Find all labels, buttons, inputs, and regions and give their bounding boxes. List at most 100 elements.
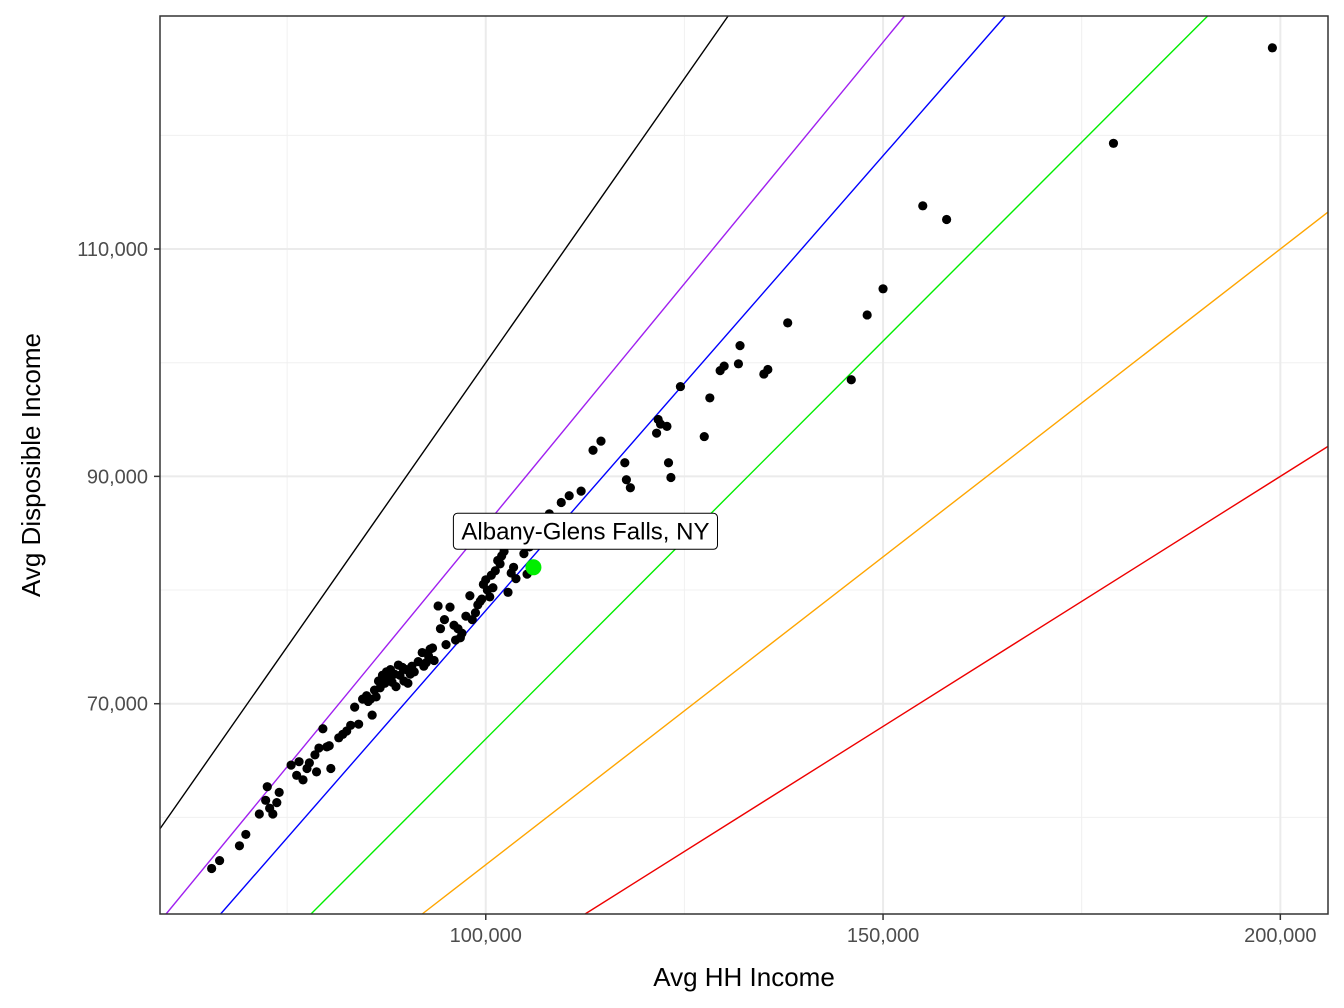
data-point xyxy=(429,655,439,666)
data-point xyxy=(457,628,467,638)
x-tick-label: 200,000 xyxy=(1244,925,1316,947)
data-point xyxy=(719,361,729,371)
data-point xyxy=(311,767,322,777)
data-point xyxy=(511,574,521,584)
data-point xyxy=(262,782,272,792)
data-point xyxy=(439,614,450,625)
x-tick-label: 100,000 xyxy=(450,925,522,947)
data-point xyxy=(519,549,529,559)
data-point xyxy=(346,720,356,730)
plot-panel xyxy=(160,16,1328,914)
data-point xyxy=(508,562,519,572)
data-point xyxy=(783,318,793,328)
data-point xyxy=(350,702,360,712)
data-point xyxy=(391,682,401,692)
data-point xyxy=(445,602,455,612)
reference-line xyxy=(584,445,1329,915)
x-tick-label: 150,000 xyxy=(847,925,919,947)
x-axis-title: Avg HH Income xyxy=(653,962,835,992)
data-point xyxy=(318,724,328,734)
data-point xyxy=(467,614,477,625)
data-point xyxy=(427,643,438,653)
data-point xyxy=(662,421,672,431)
data-point xyxy=(304,758,314,768)
data-point xyxy=(433,601,443,611)
data-point xyxy=(409,667,419,677)
data-point xyxy=(298,775,308,785)
data-point xyxy=(942,214,952,225)
data-point xyxy=(314,743,324,753)
reference-line xyxy=(310,15,1209,915)
reference-line xyxy=(220,15,1006,915)
data-point xyxy=(403,678,413,688)
data-point xyxy=(699,431,709,442)
data-point xyxy=(763,364,773,375)
data-point xyxy=(485,592,495,602)
data-point xyxy=(625,483,635,493)
reference-line xyxy=(159,15,729,830)
data-point xyxy=(663,458,674,468)
data-point xyxy=(666,472,676,483)
y-tick-label: 110,000 xyxy=(77,239,148,261)
data-point xyxy=(477,594,487,604)
data-point xyxy=(286,760,296,770)
x-axis-ticks: 100,000 150,000 200,000 xyxy=(450,914,1316,947)
data-point xyxy=(214,855,225,866)
y-axis-title: Avg Disposible Income xyxy=(16,333,46,597)
data-point xyxy=(274,787,284,797)
reference-lines xyxy=(159,15,1329,915)
data-point xyxy=(254,809,264,819)
reference-line xyxy=(421,211,1329,915)
data-point xyxy=(354,719,364,729)
data-point xyxy=(261,795,271,805)
data-point xyxy=(207,863,217,874)
data-point xyxy=(1267,43,1277,53)
data-point xyxy=(556,497,566,508)
data-point xyxy=(435,624,446,634)
y-tick-label: 70,000 xyxy=(87,694,148,716)
data-point xyxy=(241,829,251,840)
highlight-group: Albany-Glens Falls, NY xyxy=(452,512,718,576)
plot-border xyxy=(159,15,1329,915)
data-point xyxy=(371,692,381,702)
data-point xyxy=(465,591,475,601)
data-points xyxy=(207,43,1277,874)
data-point xyxy=(324,741,334,751)
data-point xyxy=(621,475,632,485)
data-point xyxy=(878,284,888,294)
annotation-box xyxy=(452,512,718,550)
minor-gridlines xyxy=(160,16,1328,914)
data-point xyxy=(918,201,928,211)
data-point xyxy=(310,750,320,760)
data-point xyxy=(596,436,606,446)
data-point xyxy=(735,341,745,351)
data-point xyxy=(326,763,336,774)
data-point xyxy=(862,310,872,320)
data-point xyxy=(675,381,686,392)
data-point xyxy=(651,428,662,438)
data-point xyxy=(292,770,302,780)
data-point xyxy=(294,757,304,767)
data-point xyxy=(503,587,513,597)
data-point xyxy=(441,640,451,650)
data-point xyxy=(495,559,505,569)
data-point xyxy=(272,798,282,808)
data-point xyxy=(846,375,856,385)
annotation-label: Albany-Glens Falls, NY xyxy=(461,518,709,545)
data-point xyxy=(620,458,630,468)
data-point xyxy=(733,359,744,369)
y-tick-label: 90,000 xyxy=(87,466,148,488)
data-point xyxy=(234,841,245,851)
data-point xyxy=(588,445,598,455)
data-point xyxy=(488,583,498,593)
data-point xyxy=(367,710,377,720)
data-point xyxy=(564,491,574,501)
data-point xyxy=(705,393,715,403)
data-point xyxy=(576,486,586,496)
data-point xyxy=(1108,138,1119,148)
data-point xyxy=(490,566,500,576)
highlight-point xyxy=(525,559,542,576)
y-axis-ticks: 70,000 90,000 110,000 xyxy=(77,239,160,716)
data-point xyxy=(268,809,278,819)
